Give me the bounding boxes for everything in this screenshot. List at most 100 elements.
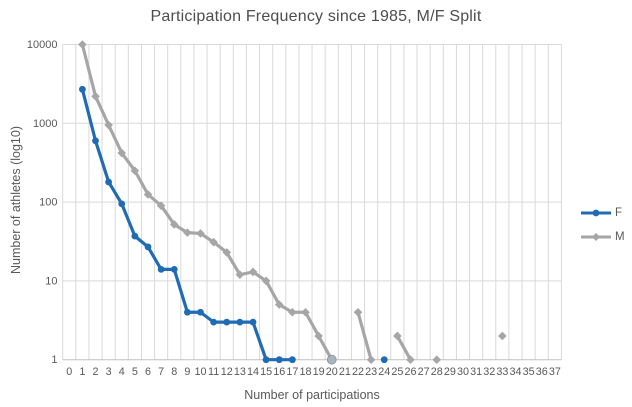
legend-f-marker-icon bbox=[581, 209, 611, 217]
series-m-marker bbox=[353, 307, 363, 317]
x-tick-label: 6 bbox=[145, 366, 151, 378]
x-tick-label: 35 bbox=[523, 366, 535, 378]
x-tick-label: 20 bbox=[326, 366, 338, 378]
series-f-marker bbox=[262, 356, 270, 364]
series-m-marker bbox=[432, 355, 442, 364]
x-tick-label: 26 bbox=[404, 366, 416, 378]
series-f-marker bbox=[236, 318, 244, 326]
x-tick-label: 37 bbox=[549, 366, 561, 378]
x-tick-label: 7 bbox=[158, 366, 164, 378]
legend-item-m: M bbox=[580, 230, 625, 244]
series-m-marker bbox=[366, 355, 376, 364]
series-f-marker bbox=[223, 318, 231, 326]
y-tick-label: 1000 bbox=[33, 118, 57, 130]
x-tick-label: 1 bbox=[79, 366, 85, 378]
series-f-marker bbox=[275, 356, 283, 364]
series-f-marker bbox=[144, 243, 152, 251]
x-tick-label: 14 bbox=[247, 366, 259, 378]
legend-circle-icon bbox=[592, 209, 600, 217]
series-m-marker bbox=[156, 201, 166, 211]
series-m-line bbox=[356, 310, 373, 362]
x-tick-label: 32 bbox=[483, 366, 495, 378]
series-f-marker bbox=[118, 200, 126, 208]
x-tick-label: 23 bbox=[365, 366, 377, 378]
series-m-marker bbox=[104, 120, 113, 130]
x-tick-label: 25 bbox=[391, 366, 403, 378]
x-axis-title: Number of participations bbox=[244, 388, 380, 402]
x-tick-label: 30 bbox=[457, 366, 469, 378]
x-tick-label: 3 bbox=[106, 366, 112, 378]
x-tick-label: 36 bbox=[536, 366, 548, 378]
series-f-marker bbox=[380, 356, 388, 364]
x-tick-label: 22 bbox=[352, 366, 364, 378]
x-tick-label: 24 bbox=[378, 366, 390, 378]
series-f-marker bbox=[197, 308, 204, 316]
series-f-marker bbox=[78, 85, 86, 93]
series-m-marker bbox=[117, 148, 127, 158]
series-m-marker bbox=[235, 270, 245, 279]
x-tick-label: 19 bbox=[313, 366, 325, 378]
legend-item-f: F bbox=[580, 206, 622, 220]
x-tick-label: 11 bbox=[208, 366, 219, 378]
series-m-marker bbox=[209, 237, 218, 247]
x-tick-label: 16 bbox=[273, 366, 285, 378]
x-tick-label: 34 bbox=[509, 366, 521, 378]
overlap-marker bbox=[326, 354, 337, 365]
x-tick-label: 9 bbox=[184, 366, 190, 378]
series-m-marker bbox=[301, 307, 310, 317]
x-tick-label: 18 bbox=[299, 366, 311, 378]
series-m-marker bbox=[183, 228, 192, 237]
series-m-marker bbox=[196, 229, 205, 238]
legend-diamond-icon bbox=[592, 233, 600, 241]
x-tick-label: 13 bbox=[234, 366, 246, 378]
series-m-marker bbox=[248, 267, 258, 277]
series-m-marker bbox=[261, 276, 271, 286]
series-m-marker bbox=[130, 166, 140, 176]
series-m-marker bbox=[222, 248, 232, 257]
y-tick-label: 1 bbox=[51, 354, 57, 366]
chart-title: Participation Frequency since 1985, M/F … bbox=[150, 8, 482, 25]
x-tick-label: 8 bbox=[171, 366, 177, 378]
series-m-marker bbox=[314, 331, 323, 341]
series-f-marker bbox=[210, 318, 218, 326]
x-tick-label: 31 bbox=[470, 366, 482, 378]
x-tick-label: 28 bbox=[431, 366, 443, 378]
x-tick-label: 27 bbox=[418, 366, 430, 378]
series-m-marker bbox=[78, 40, 87, 49]
series-f-marker bbox=[105, 178, 113, 186]
series-m-marker bbox=[288, 307, 297, 317]
x-tick-label: 33 bbox=[496, 366, 508, 378]
series-f-line bbox=[80, 87, 294, 362]
x-tick-label: 4 bbox=[119, 366, 125, 378]
x-tick-label: 5 bbox=[132, 366, 138, 378]
series-f-marker bbox=[288, 356, 296, 364]
series-f-marker bbox=[131, 232, 139, 240]
x-tick-label: 10 bbox=[194, 366, 206, 378]
series-m-marker bbox=[393, 331, 402, 341]
x-tick-label: 2 bbox=[93, 366, 99, 378]
y-tick-label: 10000 bbox=[27, 39, 58, 51]
series-f-marker bbox=[170, 265, 178, 273]
x-tick-label: 21 bbox=[339, 366, 351, 378]
series-f-marker bbox=[183, 308, 191, 316]
series-f-marker bbox=[157, 265, 165, 273]
series-m-marker bbox=[274, 300, 284, 309]
series-m-line bbox=[395, 334, 413, 362]
y-tick-label: 10 bbox=[45, 275, 57, 287]
x-tick-label: 29 bbox=[444, 366, 456, 378]
legend-m-marker-icon bbox=[581, 233, 611, 241]
x-tick-label: 0 bbox=[66, 366, 72, 378]
legend-label: F bbox=[615, 207, 623, 219]
series-m-marker bbox=[91, 92, 100, 101]
legend-label: M bbox=[615, 231, 625, 243]
series-m-marker bbox=[143, 190, 153, 199]
series-f-marker bbox=[92, 137, 99, 145]
x-tick-label: 12 bbox=[221, 366, 233, 378]
series-m-marker bbox=[498, 331, 507, 341]
series-m-marker bbox=[169, 220, 179, 229]
x-tick-label: 15 bbox=[260, 366, 272, 378]
x-tick-label: 17 bbox=[286, 366, 298, 378]
y-tick-label: 100 bbox=[39, 197, 57, 209]
